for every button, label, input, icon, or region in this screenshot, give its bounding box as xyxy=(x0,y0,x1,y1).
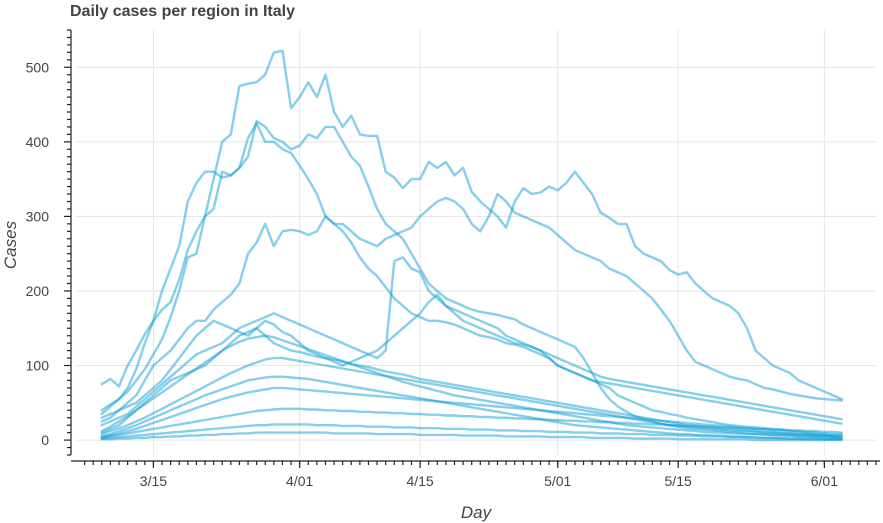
x-tick-label: 4/15 xyxy=(406,473,433,489)
series-line-1 xyxy=(100,119,843,437)
y-axis-label: Cases xyxy=(1,220,20,269)
series-line-11 xyxy=(100,386,843,439)
y-ticks: 0 100 200 300 400 500 xyxy=(26,29,71,456)
series-line-6 xyxy=(100,293,843,421)
series-line-8 xyxy=(100,334,843,440)
series-line-14 xyxy=(100,431,843,442)
x-ticks: 3/15 4/01 4/15 5/01 5/15 6/01 xyxy=(84,461,877,489)
x-tick-label: 5/15 xyxy=(665,473,692,489)
x-tick-label: 4/01 xyxy=(286,473,313,489)
grid xyxy=(76,30,876,455)
chart-title: Daily cases per region in Italy xyxy=(70,3,295,20)
series-line-4 xyxy=(100,192,843,423)
x-axis-label: Day xyxy=(461,503,493,522)
x-tick-label: 6/01 xyxy=(811,473,838,489)
y-tick-label: 400 xyxy=(26,134,50,150)
y-tick-label: 200 xyxy=(26,283,50,299)
y-tick-label: 0 xyxy=(41,432,49,448)
series-line-12 xyxy=(100,407,843,440)
series-line-9 xyxy=(100,356,843,440)
series-line-5 xyxy=(100,256,843,427)
y-tick-label: 500 xyxy=(26,59,50,75)
x-tick-label: 3/15 xyxy=(140,473,167,489)
series-line-13 xyxy=(100,423,843,441)
axes xyxy=(70,30,880,462)
y-tick-label: 300 xyxy=(26,208,50,224)
series-line-2 xyxy=(100,49,843,412)
y-tick-label: 100 xyxy=(26,358,50,374)
series-line-3 xyxy=(100,121,843,436)
x-tick-label: 5/01 xyxy=(544,473,571,489)
series-lines xyxy=(100,49,843,442)
